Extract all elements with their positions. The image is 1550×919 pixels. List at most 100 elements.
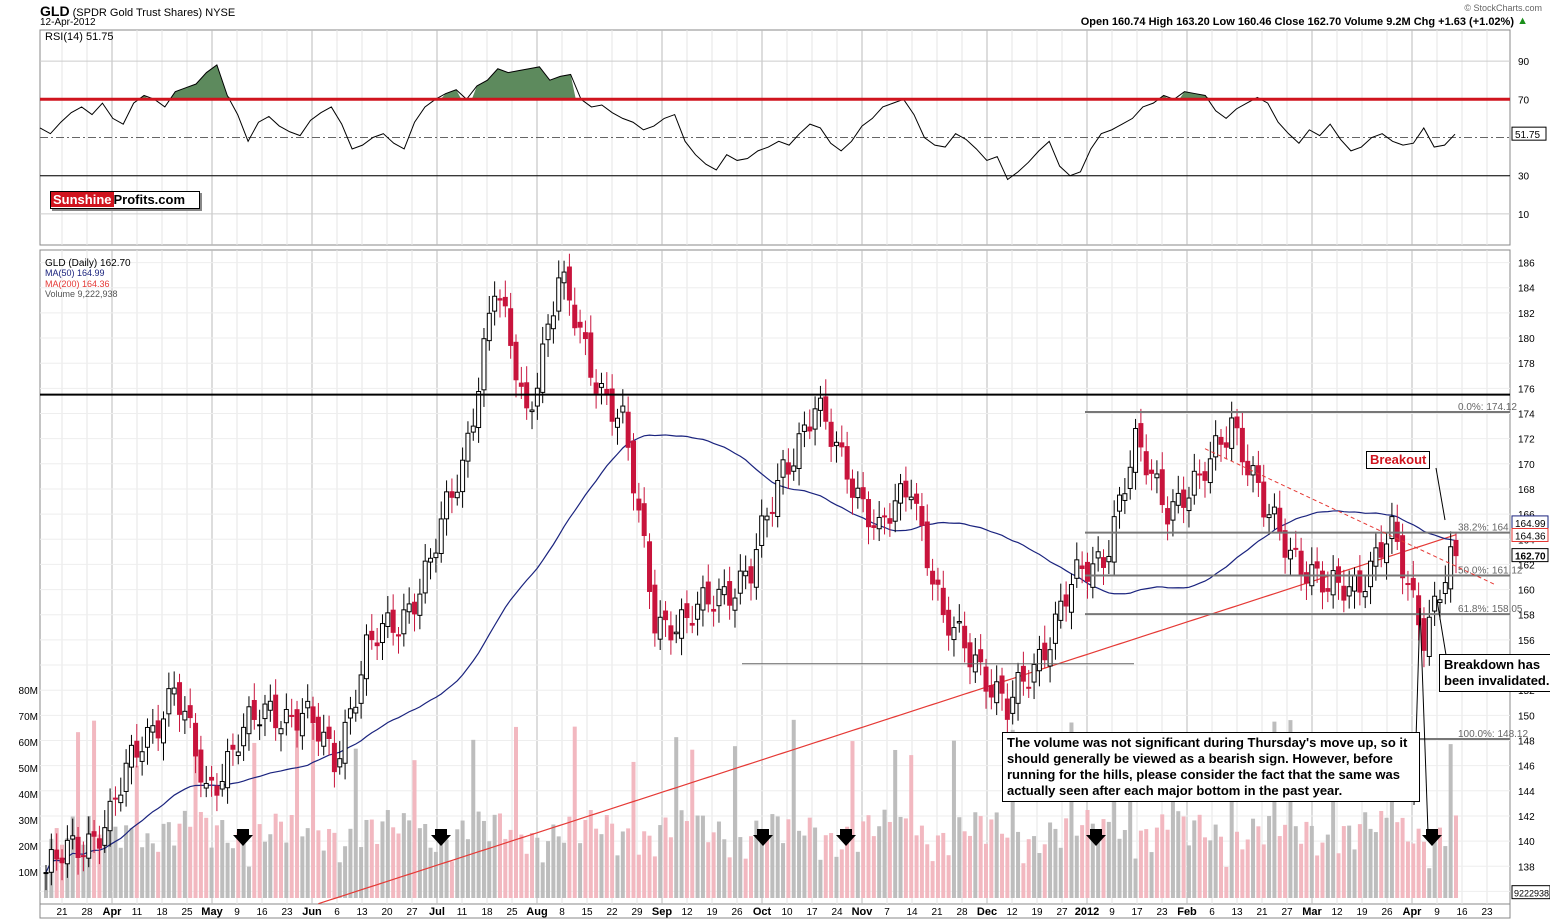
breakdown-note: Breakdown has been invalidated. xyxy=(1439,654,1550,692)
volume-axis-label: 40M xyxy=(19,790,38,801)
candle-body xyxy=(572,304,578,329)
candle-body xyxy=(1266,514,1272,519)
volume-bar xyxy=(524,853,529,898)
candle-body xyxy=(609,388,615,422)
candle-body xyxy=(1095,551,1101,559)
volume-bar xyxy=(166,822,171,898)
volume-bar xyxy=(1005,837,1010,898)
volume-bar xyxy=(1037,853,1042,898)
volume-bar xyxy=(172,845,177,898)
candle-body xyxy=(508,308,514,346)
volume-bar xyxy=(220,820,225,898)
candle-body xyxy=(358,674,364,704)
down-arrow-icon xyxy=(753,829,773,846)
copyright: © StockCharts.com xyxy=(1464,3,1542,13)
volume-bar xyxy=(583,819,588,898)
candle-body xyxy=(1437,599,1443,603)
candle-body xyxy=(118,794,124,804)
volume-bar xyxy=(257,824,262,898)
candle-body xyxy=(1079,565,1085,569)
volume-bar xyxy=(1240,849,1245,898)
rsi-line xyxy=(39,64,1456,181)
volume-bar xyxy=(1122,830,1127,898)
candle-body xyxy=(1165,508,1171,525)
volume-bar xyxy=(412,760,417,898)
volume-bar xyxy=(1048,822,1053,898)
volume-bar xyxy=(1320,842,1325,898)
candle-body xyxy=(550,315,556,330)
candle-body xyxy=(844,446,850,480)
volume-bar xyxy=(1235,831,1240,898)
down-arrow-icon xyxy=(1422,829,1442,846)
legend-gld: GLD (Daily) 162.70 xyxy=(45,258,131,269)
candle-body xyxy=(940,587,946,616)
candle-body xyxy=(294,709,300,731)
candle-body xyxy=(1378,542,1384,558)
exchange: NYSE xyxy=(205,7,236,19)
volume-axis-label: 30M xyxy=(19,816,38,827)
breakout-pointer xyxy=(1435,467,1446,521)
volume-bar xyxy=(353,748,358,898)
rsi-panel xyxy=(39,29,1511,246)
volume-bar xyxy=(108,812,113,898)
volume-bar xyxy=(599,834,604,898)
candle-body xyxy=(582,332,588,340)
candle-body xyxy=(999,675,1005,694)
x-tick-label: Dec xyxy=(977,906,997,918)
candle-body xyxy=(1058,600,1064,621)
volume-bar xyxy=(1299,843,1304,898)
candle-body xyxy=(1282,530,1288,558)
x-tick-label: 24 xyxy=(831,907,843,918)
volume-bar xyxy=(626,828,631,898)
volume-bar xyxy=(401,813,406,898)
volume-bar xyxy=(118,847,123,898)
candle-body xyxy=(641,503,647,537)
legend-ma50: MA(50) 164.99 xyxy=(45,268,105,278)
candle-body xyxy=(385,612,391,627)
candle-body xyxy=(598,383,604,388)
volume-bar xyxy=(578,843,583,898)
volume-bar xyxy=(674,737,679,898)
candle-body xyxy=(529,409,535,413)
candle-body xyxy=(107,800,113,832)
volume-bar xyxy=(1288,720,1293,898)
x-tick-label: 27 xyxy=(1281,907,1293,918)
volume-bar xyxy=(1357,824,1362,898)
candle-body xyxy=(577,321,583,328)
candle-body xyxy=(481,338,487,391)
candle-body xyxy=(454,491,460,499)
x-tick-label: 21 xyxy=(56,907,68,918)
candle-body xyxy=(155,720,161,739)
volume-bar xyxy=(610,823,615,898)
candle-body xyxy=(166,688,172,715)
candle-body xyxy=(1031,663,1037,683)
candle-body xyxy=(652,584,658,634)
candle-body xyxy=(230,744,236,750)
candle-body xyxy=(1143,451,1149,476)
candle-body xyxy=(1400,535,1406,579)
x-tick-label: 17 xyxy=(1131,907,1143,918)
volume-bar xyxy=(1064,818,1069,898)
volume-bar xyxy=(754,820,759,898)
volume-bar xyxy=(850,741,855,898)
candle-body xyxy=(737,570,743,594)
candle-body xyxy=(48,849,54,873)
volume-bar xyxy=(439,836,444,898)
volume-bar xyxy=(818,859,823,898)
volume-bar xyxy=(327,828,332,898)
volume-bar xyxy=(1267,816,1272,898)
candle-body xyxy=(1063,594,1069,607)
volume-bar xyxy=(1395,822,1400,898)
price-right-label: 164.99 xyxy=(1515,519,1546,530)
volume-bar xyxy=(743,858,748,898)
x-tick-label: May xyxy=(201,906,223,918)
volume-bar xyxy=(658,825,663,898)
volume-bar xyxy=(1219,836,1223,898)
volume-bar xyxy=(1069,722,1074,898)
candle-body xyxy=(817,397,823,411)
candle-body xyxy=(1416,595,1422,626)
candle-body xyxy=(1175,492,1181,506)
volume-bar xyxy=(535,837,540,898)
candle-body xyxy=(1293,547,1299,550)
volume-bar xyxy=(919,825,924,898)
